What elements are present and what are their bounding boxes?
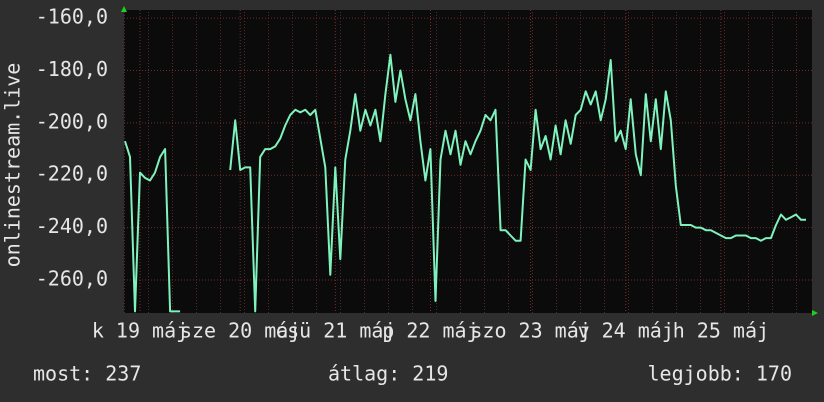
x-axis-arrow bbox=[812, 310, 818, 316]
x-tick-label: p 22 máj bbox=[382, 319, 478, 343]
series-line bbox=[124, 53, 806, 313]
x-tick-label: h 25 máj bbox=[673, 319, 769, 343]
y-tick-label: -160,0 bbox=[36, 5, 108, 29]
x-tick-label: szo 23 máj bbox=[470, 319, 590, 343]
minor-grid bbox=[124, 10, 812, 313]
y-tick-label: -220,0 bbox=[36, 162, 108, 186]
y-axis-arrow bbox=[121, 6, 127, 12]
x-tick-label: v 24 máj bbox=[578, 319, 674, 343]
y-tick-label: -260,0 bbox=[36, 267, 108, 291]
y-tick-label: -240,0 bbox=[36, 214, 108, 238]
x-tick-label: csü 21 máj bbox=[275, 319, 395, 343]
x-tick-label: sze 20 máj bbox=[180, 319, 300, 343]
grid bbox=[124, 10, 812, 313]
y-tick-label: -180,0 bbox=[36, 57, 108, 81]
lines bbox=[124, 53, 806, 313]
y-tick-label: -200,0 bbox=[36, 109, 108, 133]
stat-current: most: 237 bbox=[33, 362, 141, 386]
y-axis-label: onlinestream.live bbox=[1, 63, 25, 268]
stat-average: átlag: 219 bbox=[328, 362, 448, 386]
stat-best: legjobb: 170 bbox=[648, 362, 793, 386]
x-tick-label: k 19 máj bbox=[92, 319, 188, 343]
